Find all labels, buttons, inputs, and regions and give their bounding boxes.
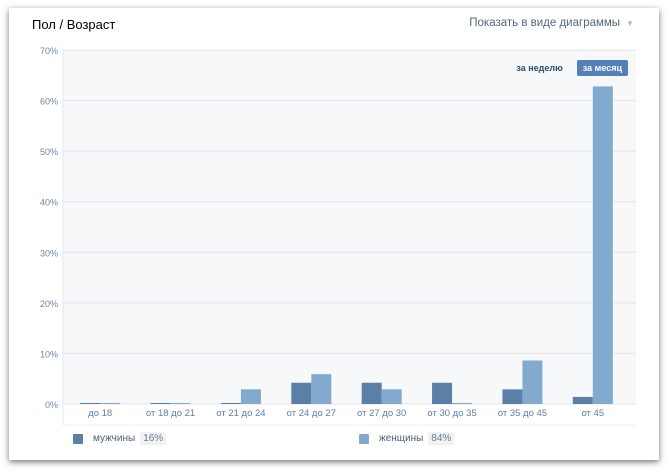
x-tick-label: до 18 (88, 408, 112, 419)
period-switch: за неделю за месяц (516, 60, 628, 76)
y-tick-label: 0% (45, 400, 58, 410)
y-tick-label: 60% (40, 97, 58, 107)
period-month-button[interactable]: за месяц (576, 60, 628, 76)
x-tick-label: от 24 до 27 (287, 408, 336, 419)
x-tick-label: от 21 до 24 (216, 408, 265, 419)
x-tick-label: от 35 до 45 (498, 408, 547, 419)
bar-women (452, 402, 473, 404)
bar-men (502, 389, 523, 404)
x-tick-label: от 30 до 35 (427, 408, 476, 419)
legend-percent: 16% (140, 432, 167, 445)
bar-men (150, 402, 171, 404)
y-tick-label: 70% (40, 46, 58, 56)
period-week-button[interactable]: за неделю (516, 63, 563, 73)
bar-men (432, 382, 453, 404)
x-tick-label: от 45 (581, 408, 604, 419)
legend-label: женщины (379, 433, 424, 444)
chevron-down-icon: ▼ (626, 19, 634, 28)
y-tick-label: 30% (40, 248, 58, 258)
y-tick-label: 10% (40, 349, 58, 359)
bar-women (100, 402, 121, 404)
page-title: Пол / Возраст (32, 17, 116, 32)
bar-men (572, 396, 593, 404)
legend-label: мужчины (93, 433, 136, 444)
view-toggle-dropdown[interactable]: Показать в виде диаграммы ▼ (469, 17, 634, 29)
bar-women (592, 86, 613, 404)
legend-swatch (73, 433, 83, 444)
y-tick-label: 50% (40, 147, 58, 157)
legend-item-women[interactable]: женщины 84% (359, 432, 455, 445)
legend-swatch (359, 433, 369, 444)
x-tick-label: от 18 до 21 (146, 408, 195, 419)
bar-women (522, 360, 543, 404)
y-tick-label: 20% (40, 299, 58, 309)
bar-women (311, 374, 332, 404)
plot-area (63, 50, 636, 404)
y-tick-label: 40% (40, 198, 58, 208)
view-toggle-label: Показать в виде диаграммы (469, 17, 621, 29)
bar-men (80, 402, 101, 404)
bar-men (361, 382, 382, 404)
bar-men (291, 382, 312, 404)
bar-men (220, 402, 241, 404)
bar-women (170, 402, 191, 404)
bar-women (240, 389, 261, 404)
x-tick-label: от 27 до 30 (357, 408, 406, 419)
bar-women (381, 389, 402, 404)
legend-percent: 84% (428, 432, 455, 445)
legend-item-men[interactable]: мужчины 16% (73, 432, 167, 445)
